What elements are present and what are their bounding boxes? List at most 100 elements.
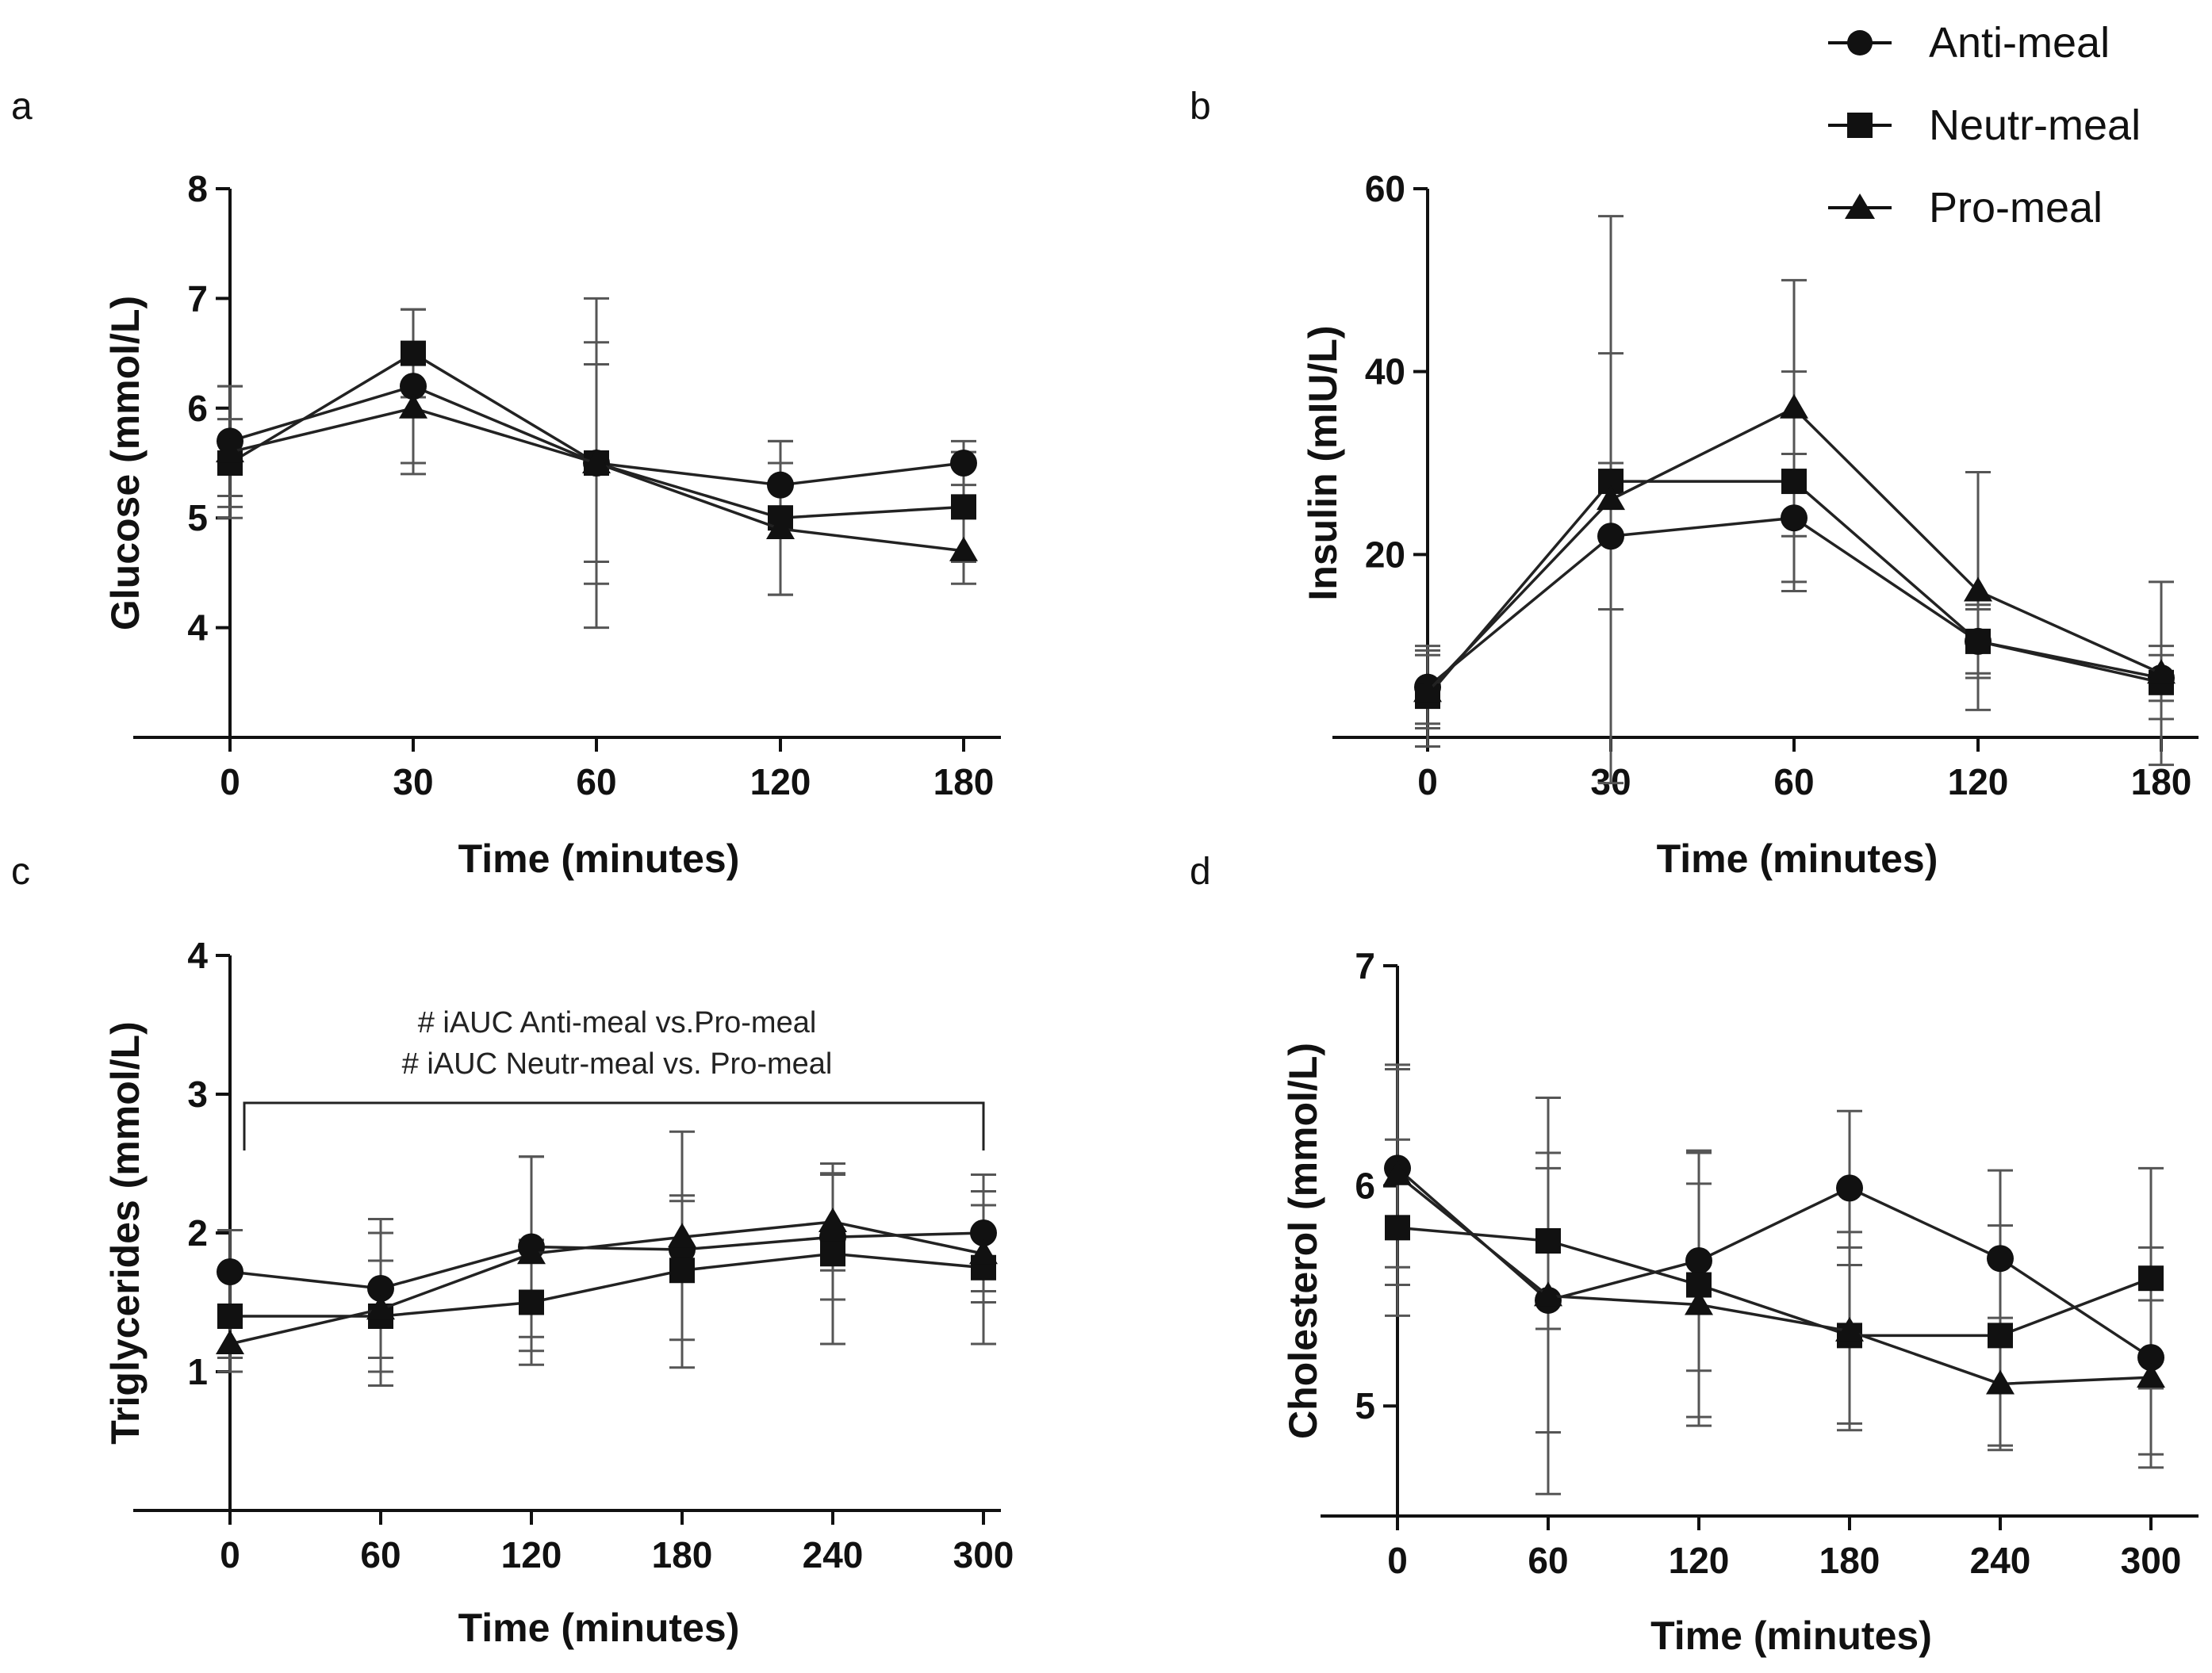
panel-a: a 4 5 6 7 8 0 30 60 120 180 Time (minutes) Glucose (… <box>11 86 1001 881</box>
x-tick-label: 180 <box>933 761 995 802</box>
data-point-triangle <box>2147 659 2176 684</box>
data-point-square <box>820 1241 845 1267</box>
x-tick-label: 120 <box>1948 761 2009 802</box>
data-point-circle <box>367 1275 394 1302</box>
series-pro-meal <box>1383 1160 2165 1395</box>
x-tick-label: 180 <box>652 1534 713 1575</box>
legend-entry-anti-meal: Anti-meal <box>1828 19 2110 67</box>
data-point-triangle <box>366 1295 395 1320</box>
data-point-square <box>217 1304 243 1329</box>
x-tick-label: 0 <box>1417 761 1438 802</box>
x-tick-label: 0 <box>220 761 240 802</box>
x-tick-label: 60 <box>1528 1540 1568 1581</box>
data-point-square <box>519 1289 544 1315</box>
data-point-square <box>1781 469 1807 495</box>
x-axis-title: Time (minutes) <box>1657 836 1938 881</box>
data-point-triangle <box>1534 1281 1562 1307</box>
errorbars-pro-meal <box>1415 215 2174 785</box>
series-neutr-meal <box>1385 1215 2164 1349</box>
y-tick-label: 5 <box>1355 1385 1375 1426</box>
x-tick-label: 60 <box>360 1534 401 1575</box>
panel-d: d 5 6 7 0 60 120 180 240 300 Time (minutes) Cholest… <box>1190 851 2199 1658</box>
y-tick-label: 2 <box>187 1212 208 1254</box>
y-axis-title: Glucose (mmol/L) <box>103 296 148 630</box>
panel-letter: d <box>1190 851 1211 893</box>
data-point-square <box>1535 1228 1561 1254</box>
errorbars-pro-meal <box>217 1155 996 1387</box>
y-axis-title: Insulin (mIU/L) <box>1301 325 1345 600</box>
y-tick-label: 40 <box>1365 351 1405 392</box>
data-point-circle <box>217 1258 243 1285</box>
data-point-circle <box>400 373 427 400</box>
y-tick-label: 4 <box>187 607 208 649</box>
series-line <box>229 1220 984 1346</box>
x-tick-label: 0 <box>1387 1540 1408 1581</box>
legend-entry-pro-meal: Pro-meal <box>1828 184 2103 232</box>
panel-c: c 1 2 3 4 0 60 120 180 240 300 Time (minutes) Trigly… <box>11 851 1014 1650</box>
panel-letter: a <box>11 86 33 128</box>
x-tick-label: 120 <box>750 761 811 802</box>
y-tick-label: 8 <box>187 168 208 209</box>
data-point-triangle <box>1597 485 1625 511</box>
data-point-triangle <box>216 438 244 463</box>
errorbars-neutr-meal <box>217 1162 996 1373</box>
y-tick-label: 60 <box>1365 168 1405 209</box>
x-axis-title: Time (minutes) <box>458 836 740 881</box>
data-point-circle <box>2137 1344 2164 1372</box>
x-tick-label: 120 <box>501 1534 562 1575</box>
data-point-circle <box>767 471 794 499</box>
panel-letter: c <box>11 851 30 893</box>
data-point-triangle <box>2137 1363 2165 1388</box>
data-point-triangle <box>517 1239 546 1265</box>
data-point-square <box>1988 1323 2013 1349</box>
series-line <box>1397 1226 2152 1338</box>
y-tick-label: 6 <box>1355 1166 1375 1207</box>
legend-label-neutr-meal: Neutr-meal <box>1929 101 2141 149</box>
x-tick-label: 240 <box>1970 1540 2031 1581</box>
data-point-triangle <box>1964 576 1992 602</box>
series-line <box>1396 1173 2152 1386</box>
data-point-circle <box>950 450 977 477</box>
y-axis-title: Triglycerides (mmol/L) <box>103 1021 148 1444</box>
data-point-triangle <box>1685 1290 1713 1315</box>
y-tick-label: 3 <box>187 1074 208 1115</box>
data-point-triangle <box>216 1330 244 1354</box>
x-tick-label: 240 <box>803 1534 864 1575</box>
data-point-circle <box>1836 1174 1863 1202</box>
errorbars-pro-meal <box>1385 1063 2164 1495</box>
series-line <box>1396 1167 2152 1359</box>
data-point-square <box>669 1258 695 1284</box>
x-tick-label: 60 <box>1773 761 1814 802</box>
x-tick-label: 0 <box>220 1534 240 1575</box>
significance-bracket <box>243 1101 985 1150</box>
data-point-square <box>951 494 976 520</box>
data-point-circle <box>1597 523 1624 550</box>
data-point-triangle <box>1835 1316 1864 1342</box>
data-point-triangle <box>1413 677 1442 703</box>
data-point-triangle <box>1986 1369 2015 1395</box>
legend-square-marker <box>1847 113 1873 138</box>
data-point-circle <box>1987 1245 2014 1273</box>
y-tick-label: 6 <box>187 388 208 429</box>
data-point-triangle <box>818 1208 847 1232</box>
series-anti-meal <box>217 1219 997 1302</box>
x-tick-label: 60 <box>576 761 616 802</box>
errorbars-anti-meal <box>1385 1067 2164 1469</box>
y-tick-label: 7 <box>1355 945 1375 986</box>
x-tick-label: 30 <box>393 761 433 802</box>
series-line <box>229 1231 984 1290</box>
data-point-triangle <box>969 1239 998 1265</box>
y-axis-title: Cholesterol (mmol/L) <box>1281 1043 1325 1439</box>
data-point-square <box>1965 628 1991 654</box>
data-point-square <box>1385 1215 1410 1241</box>
y-tick-label: 4 <box>187 935 208 976</box>
x-tick-label: 300 <box>953 1534 1014 1575</box>
data-point-triangle <box>582 449 611 473</box>
series-neutr-meal <box>217 1241 996 1329</box>
x-tick-label: 180 <box>2131 761 2192 802</box>
x-axis-title: Time (minutes) <box>458 1606 740 1650</box>
legend-label-anti-meal: Anti-meal <box>1929 19 2110 67</box>
data-point-circle <box>1781 504 1808 532</box>
data-point-circle <box>1685 1246 1712 1274</box>
